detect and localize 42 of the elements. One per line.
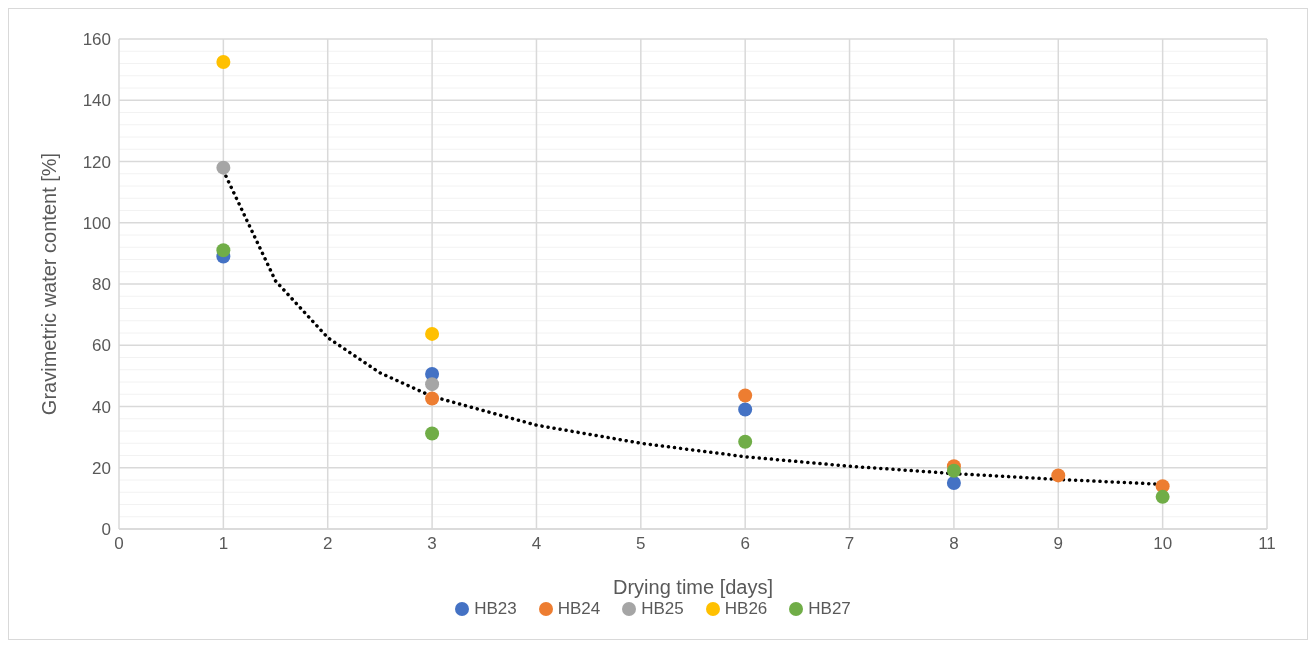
x-tick-label: 4 bbox=[531, 534, 542, 554]
x-tick-label: 1 bbox=[218, 534, 229, 554]
point bbox=[425, 326, 440, 341]
x-axis-title: Drying time [days] bbox=[612, 576, 774, 598]
x-tick-label: 0 bbox=[114, 534, 124, 554]
y-tick-label: 20 bbox=[92, 458, 111, 478]
y-tick-label: 120 bbox=[82, 152, 111, 172]
y-axis-title: Gravimetric water content [%] bbox=[38, 152, 61, 416]
y-tick-label: 160 bbox=[82, 30, 111, 50]
point bbox=[1051, 468, 1066, 483]
point bbox=[425, 377, 440, 392]
point bbox=[216, 160, 231, 175]
x-tick-label: 3 bbox=[427, 534, 437, 554]
legend-label: HB23 bbox=[474, 599, 517, 619]
y-tick-label: 40 bbox=[92, 397, 111, 417]
point bbox=[946, 463, 961, 478]
x-tick-label: 6 bbox=[740, 534, 750, 554]
point bbox=[946, 476, 961, 491]
x-tick-label: 9 bbox=[1053, 534, 1064, 554]
x-tick-label: 7 bbox=[844, 534, 855, 554]
point bbox=[425, 426, 440, 441]
point bbox=[738, 388, 753, 403]
legend-label: HB24 bbox=[557, 599, 601, 619]
point bbox=[738, 402, 753, 417]
y-tick-label: 0 bbox=[101, 520, 111, 540]
point bbox=[425, 391, 440, 406]
legend-label: HB27 bbox=[808, 599, 851, 619]
x-tick-label: 8 bbox=[949, 534, 959, 554]
x-tick-label: 11 bbox=[1258, 534, 1276, 554]
point bbox=[738, 434, 753, 449]
point bbox=[216, 54, 231, 69]
x-tick-label: 10 bbox=[1153, 534, 1173, 554]
y-tick-label: 80 bbox=[92, 275, 111, 295]
y-tick-label: 60 bbox=[92, 336, 111, 356]
legend-label: HB26 bbox=[724, 599, 768, 619]
x-tick-label: 5 bbox=[636, 534, 646, 554]
point bbox=[1155, 489, 1170, 504]
y-tick-label: 140 bbox=[82, 91, 111, 111]
point bbox=[216, 243, 231, 258]
x-tick-label: 2 bbox=[322, 534, 333, 554]
legend-label: HB25 bbox=[641, 599, 684, 619]
y-tick-label: 100 bbox=[82, 213, 111, 233]
